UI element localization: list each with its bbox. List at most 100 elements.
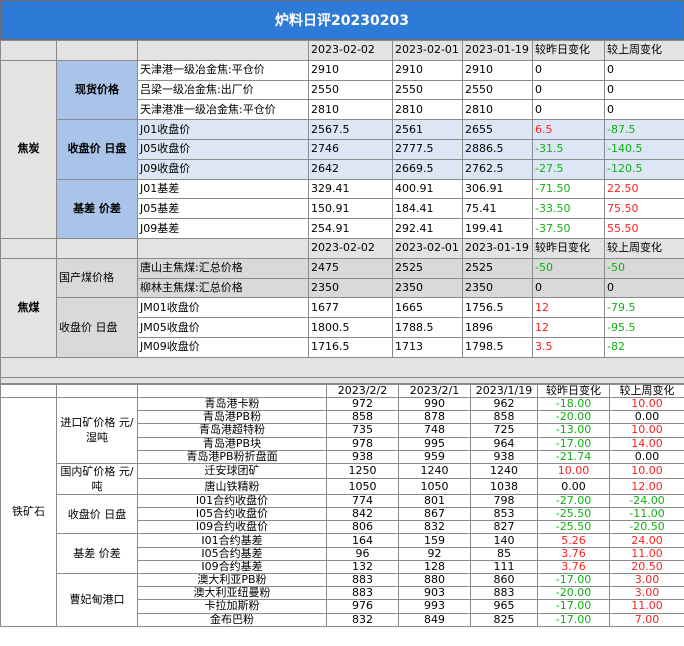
item-name: I01合约收盘价 [137,493,327,509]
value-cell: 827 [470,520,538,535]
divider-cell [0,376,684,384]
daily-change: 3.5 [532,336,605,358]
value-cell: 1240 [398,462,471,480]
value-cell: 1713 [392,336,463,358]
value-cell: 329.41 [308,178,393,200]
value-cell: 878 [398,410,471,425]
table-row: 青岛港PB粉折盘面 938 959 938 -21.74 0.00 [1,449,684,464]
value-cell: 1788.5 [392,317,463,338]
table-row: 基差 价差 J01基差 329.41 400.91 306.91 -71.50 22.50 [1,178,684,239]
value-cell: 964 [470,436,538,451]
weekly-change: 0 [604,59,684,81]
value-cell: 748 [398,423,471,438]
value-cell: 2777.5 [392,138,463,160]
value-cell: 2910 [462,59,533,81]
weekly-change: 75.50 [604,198,684,220]
value-cell: 2350 [308,277,393,299]
group-label: 曹妃甸港口 [56,573,138,627]
table-row: 基差 价差 I01合约基差 164 159 140 5.26 24.00 [1,533,684,574]
value-cell: 2910 [308,59,393,81]
column-header: 2023/1/19 [470,383,538,398]
item-name: JM05收盘价 [137,317,309,338]
value-cell: 254.91 [308,218,393,239]
value-cell: 96 [326,546,399,561]
daily-change: -17.00 [537,436,610,451]
value-cell: 853 [470,507,538,522]
weekly-change: 0 [604,99,684,121]
daily-change: 6.5 [532,119,605,140]
table-row: 吕梁一级冶金焦:出厂价 2550 2550 2550 0 0 [1,79,684,101]
table-row: I09合约基差 132 128 111 3.76 20.50 [1,559,684,575]
value-cell: 2525 [392,257,463,279]
daily-change: 12 [532,297,605,319]
column-header: 较上周变化 [609,383,684,398]
table-row: J05基差 150.91 184.41 75.41 -33.50 75.50 [1,198,684,220]
value-cell: 1677 [308,297,393,319]
value-cell: 92 [398,546,471,561]
weekly-change: 55.50 [604,218,684,239]
daily-change: -17.00 [537,572,610,588]
table-row: 收盘价 日盘 J01收盘价 2567.5 2561 2655 6.5 -87.5 [1,119,684,180]
daily-change: 0 [532,277,605,299]
item-name: 吕梁一级冶金焦:出厂价 [137,79,309,101]
value-cell: 1800.5 [308,317,393,338]
value-cell: 806 [326,520,399,535]
value-cell: 184.41 [392,198,463,220]
value-cell: 2886.5 [462,138,533,160]
value-cell: 1050 [398,478,471,495]
weekly-change: 24.00 [609,533,684,548]
item-name: I05合约基差 [137,546,327,561]
weekly-change: 10.00 [609,462,684,480]
table-row: J09收盘价 2642 2669.5 2762.5 -27.5 -120.5 [1,158,684,180]
value-cell: 1240 [470,462,538,480]
column-header: 2023-02-01 [392,237,463,259]
value-cell: 903 [398,586,471,601]
weekly-change: -120.5 [604,158,684,180]
item-name: I09合约收盘价 [137,520,327,535]
table-row: JM09收盘价 1716.5 1713 1798.5 3.5 -82 [1,336,684,358]
item-name: 青岛港超特粉 [137,423,327,438]
weekly-change: 12.00 [609,478,684,495]
daily-change: -17.00 [537,599,610,614]
column-header: 较上周变化 [604,40,684,61]
weekly-change: -79.5 [604,297,684,319]
item-name: 青岛港PB粉折盘面 [137,449,327,464]
item-name: 迁安球团矿 [137,462,327,480]
value-cell: 883 [326,572,399,588]
column-header: 2023-01-19 [462,237,533,259]
value-cell: 2762.5 [462,158,533,180]
value-cell: 2746 [308,138,393,160]
item-name: 柳林主焦煤:汇总价格 [137,277,309,299]
category-label: 焦炭 [0,59,57,239]
daily-change: 0.00 [537,478,610,495]
table-row: 焦炭 现货价格 天津港一级冶金焦:平仓价 2910 2910 2910 0 0 [0,59,684,239]
item-name: 天津港一级冶金焦:平仓价 [137,59,309,81]
daily-change: 3.76 [537,559,610,575]
category-label: 焦煤 [0,257,57,358]
header-blank [56,237,138,259]
weekly-change: 11.00 [609,599,684,614]
daily-change: -25.50 [537,520,610,535]
weekly-change: -11.00 [609,507,684,522]
table-row: J05收盘价 2746 2777.5 2886.5 -31.5 -140.5 [1,138,684,160]
value-cell: 2525 [462,257,533,279]
item-name: JM09收盘价 [137,336,309,358]
group-label: 基差 价差 [56,178,138,239]
weekly-change: 0.00 [609,410,684,425]
weekly-change: 14.00 [609,436,684,451]
item-name: I01合约基差 [137,533,327,548]
group-label: 收盘价 日盘 [56,297,138,358]
group-label: 收盘价 日盘 [56,119,138,180]
divider-cell [0,356,684,378]
table-row: 焦煤 国产煤价格 唐山主焦煤:汇总价格 2475 2525 2525 -50 -50 [0,257,684,358]
item-name: 唐山铁精粉 [137,478,327,495]
group-label: 现货价格 [56,59,138,121]
value-cell: 995 [398,436,471,451]
item-name: 唐山主焦煤:汇总价格 [137,257,309,279]
header-blank [56,383,138,398]
value-cell: 849 [398,612,471,627]
column-header: 2023-02-02 [308,237,393,259]
item-name: J05基差 [137,198,309,220]
page-title: 炉料日评20230203 [0,0,684,40]
coke-header-row: 2023-02-02 2023-02-01 2023-01-19 较昨日变化 较上周变化 [0,40,684,61]
